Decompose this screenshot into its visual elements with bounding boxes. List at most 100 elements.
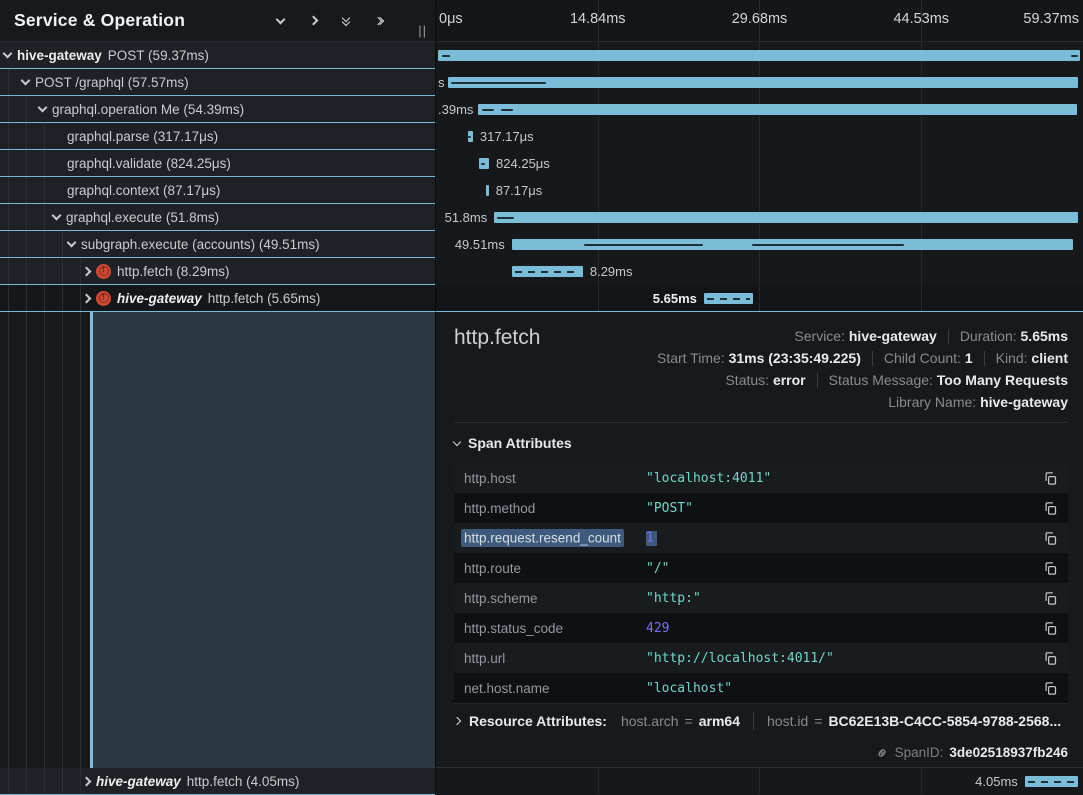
timeline-row[interactable]: 8.29ms [435, 258, 1083, 285]
meta-line: Service: hive-gatewayDuration: 5.65ms [657, 325, 1068, 347]
attribute-row[interactable]: http.route"/" [454, 553, 1068, 583]
span-attributes-section-toggle[interactable]: Span Attributes [454, 435, 1068, 451]
timeline-row[interactable] [435, 42, 1083, 69]
trace-row: hive-gatewayPOST (59.37ms) [0, 42, 1083, 69]
meta-label: Child Count: [884, 350, 965, 366]
chevron-down-icon[interactable] [3, 49, 13, 59]
tree-row[interactable]: graphql.validate (824.25μs) [0, 150, 435, 177]
meta-label: Duration: [960, 328, 1021, 344]
tree-row[interactable]: graphql.context (87.17μs) [0, 177, 435, 204]
timeline-row[interactable]: .39ms [435, 96, 1083, 123]
span-label: http.fetch (4.05ms) [187, 774, 300, 789]
copy-button[interactable] [1040, 501, 1058, 516]
panel-resize-handle[interactable]: || [418, 23, 427, 38]
tree-row[interactable]: hive-gatewayhttp.fetch (5.65ms) [0, 285, 435, 312]
chevron-down-icon[interactable] [67, 238, 77, 248]
service-name: hive-gateway [96, 774, 181, 789]
collapse-all-icon[interactable] [371, 13, 387, 29]
copy-icon [1043, 681, 1058, 696]
duration-bar[interactable] [438, 50, 1080, 61]
attribute-row[interactable]: http.method"POST" [454, 493, 1068, 523]
chevron-right-icon[interactable] [82, 293, 92, 303]
span-id-label: SpanID: [895, 745, 944, 760]
expand-all-icon[interactable] [338, 13, 354, 29]
copy-button[interactable] [1040, 651, 1058, 666]
span-label: graphql.validate (824.25μs) [67, 156, 231, 171]
tree-toolbar [272, 0, 387, 41]
duration-bar[interactable] [478, 104, 1077, 115]
timeline-row[interactable]: 87.17μs [435, 177, 1083, 204]
meta-divider [984, 351, 985, 366]
attribute-row[interactable]: http.status_code429 [454, 613, 1068, 643]
tree-row[interactable]: POST /graphql (57.57ms) [0, 69, 435, 96]
timeline-row[interactable]: 824.25μs [435, 150, 1083, 177]
chevron-down-icon[interactable] [52, 211, 62, 221]
resource-attributes-row[interactable]: Resource Attributes: host.arch=arm64host… [454, 704, 1068, 738]
copy-button[interactable] [1040, 621, 1058, 636]
chevron-right-icon[interactable] [82, 266, 92, 276]
copy-button[interactable] [1040, 561, 1058, 576]
copy-button[interactable] [1040, 591, 1058, 606]
duration-bar[interactable] [1025, 776, 1079, 787]
meta-value: hive-gateway [980, 394, 1068, 410]
attribute-row[interactable]: http.scheme"http:" [454, 583, 1068, 613]
attribute-value: "/" [646, 561, 1040, 576]
meta-value: Too Many Requests [937, 372, 1068, 388]
attribute-value: "http:" [646, 591, 1040, 606]
attribute-row[interactable]: http.host"localhost:4011" [454, 463, 1068, 493]
trace-row: graphql.operation Me (54.39ms).39ms [0, 96, 1083, 123]
child-span-mark [442, 55, 450, 57]
collapse-one-icon[interactable] [272, 13, 288, 29]
timeline-row[interactable]: 49.51ms [435, 231, 1083, 258]
tree-row[interactable]: subgraph.execute (accounts) (49.51ms) [0, 231, 435, 258]
tree-row[interactable]: graphql.execute (51.8ms) [0, 204, 435, 231]
meta-label: Service: [794, 328, 848, 344]
attribute-key: http.url [464, 651, 646, 666]
resource-key: host.arch [621, 713, 679, 729]
timeline-row[interactable]: 317.17μs [435, 123, 1083, 150]
duration-bar[interactable] [486, 185, 488, 196]
duration-label: 87.17μs [496, 177, 543, 204]
chevron-down-icon[interactable] [21, 76, 31, 86]
attribute-row[interactable]: http.url"http://localhost:4011/" [454, 643, 1068, 673]
selected-text: http.request.resend_count [461, 529, 624, 547]
span-id-value: 3de02518937fb246 [949, 745, 1068, 760]
duration-bar[interactable] [704, 293, 753, 304]
tree-row-content: POST /graphql (57.57ms) [0, 75, 189, 90]
tree-row[interactable]: hive-gateway http.fetch (4.05ms) [0, 768, 435, 795]
span-detail-panel: http.fetch Service: hive-gatewayDuration… [435, 312, 1083, 768]
copy-button[interactable] [1040, 531, 1058, 546]
timeline-row[interactable]: 5.65ms [435, 285, 1083, 312]
attribute-value: "localhost:4011" [646, 471, 1040, 486]
trace-row: http.fetch (8.29ms)8.29ms [0, 258, 1083, 285]
span-id-row: SpanID: 3de02518937fb246 [454, 738, 1068, 767]
meta-value: 5.65ms [1021, 328, 1068, 344]
timeline-ruler: 0μs14.84ms29.68ms44.53ms59.37ms [435, 0, 1083, 42]
attribute-row[interactable]: http.request.resend_count1 [454, 523, 1068, 553]
chevron-right-icon[interactable] [82, 776, 92, 786]
tree-row[interactable]: graphql.parse (317.17μs) [0, 123, 435, 150]
resource-value: BC62E13B-C4CC-5854-9788-2568... [828, 713, 1061, 729]
copy-icon [1043, 591, 1058, 606]
attribute-row[interactable]: net.host.name"localhost" [454, 673, 1068, 703]
timeline-row[interactable]: 51.8ms [435, 204, 1083, 231]
duration-bar[interactable] [512, 266, 583, 277]
copy-button[interactable] [1040, 681, 1058, 696]
meta-label: Status Message: [829, 372, 937, 388]
copy-icon [1043, 621, 1058, 636]
duration-label: 49.51ms [455, 231, 505, 258]
tree-row[interactable]: graphql.operation Me (54.39ms) [0, 96, 435, 123]
tree-row[interactable]: http.fetch (8.29ms) [0, 258, 435, 285]
duration-bar[interactable] [494, 212, 1078, 223]
expand-one-icon[interactable] [305, 13, 321, 29]
span-title: http.fetch [454, 326, 540, 350]
trace-row: hive-gatewayhttp.fetch (5.65ms)5.65ms [0, 285, 1083, 312]
tree-row[interactable]: hive-gatewayPOST (59.37ms) [0, 42, 435, 69]
copy-button[interactable] [1040, 471, 1058, 486]
meta-label: Kind: [996, 350, 1032, 366]
chevron-down-icon[interactable] [38, 103, 48, 113]
timeline-row[interactable]: 4.05ms [435, 768, 1083, 795]
span-label: graphql.execute (51.8ms) [66, 210, 219, 225]
link-icon [875, 746, 889, 760]
timeline-row[interactable]: s [435, 69, 1083, 96]
